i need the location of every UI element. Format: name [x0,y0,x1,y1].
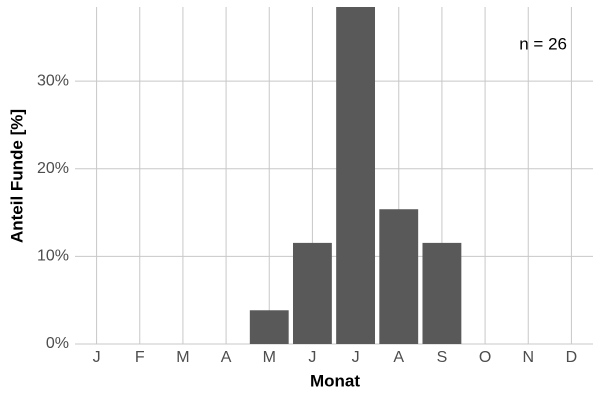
x-tick-label: A [221,349,232,366]
x-tick-label: J [93,349,101,366]
x-tick-label: M [263,349,276,366]
y-tick-label: 20% [37,160,69,177]
bar [336,7,376,344]
x-tick-label: J [308,349,316,366]
y-tick-label: 10% [37,248,69,265]
x-tick-label: J [352,349,360,366]
x-axis-title: Monat [310,371,360,390]
x-tick-label: D [566,349,578,366]
x-tick-label: F [135,349,145,366]
x-tick-label: A [393,349,404,366]
x-tick-label: O [479,349,491,366]
y-tick-label: 0% [46,335,69,352]
y-tick-label: 30% [37,72,69,89]
x-tick-label: M [176,349,189,366]
x-tick-label: S [437,349,448,366]
bar [379,209,419,344]
bar [422,242,462,344]
bar [292,242,332,344]
y-axis-title: Anteil Funde [%] [7,109,26,243]
bar [249,310,289,344]
annotation: n = 26 [519,34,567,53]
x-tick-label: N [522,349,534,366]
